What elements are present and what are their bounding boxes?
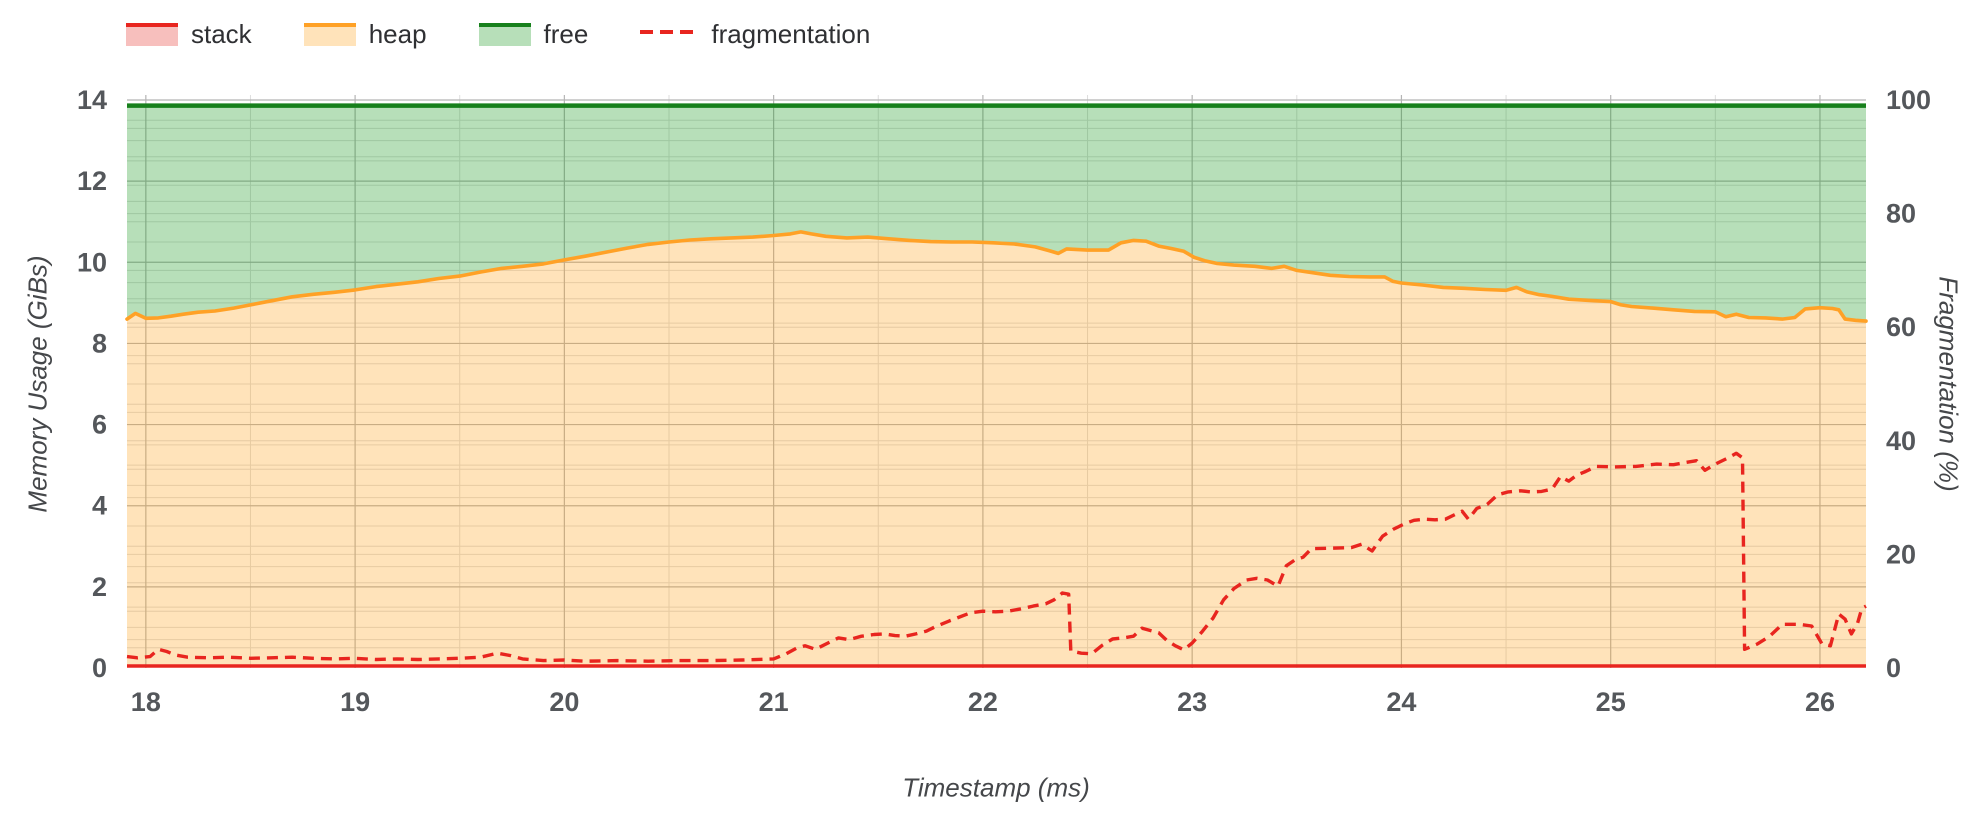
y-left-tick-label: 8 [92,328,107,358]
y-right-tick-label: 60 [1886,312,1916,342]
x-tick-label: 21 [759,687,789,717]
x-tick-label: 23 [1177,687,1207,717]
y-left-tick-label: 6 [92,410,107,440]
legend-label-free: free [543,19,589,49]
y-left-tick-label: 4 [92,491,107,521]
y-right-tick-label: 40 [1886,426,1916,456]
y-left-tick-label: 10 [77,247,107,277]
x-tick-label: 19 [340,687,370,717]
heap-swatch-icon [303,23,356,46]
x-tick-label: 22 [968,687,998,717]
heap-line [125,230,1868,323]
x-tick-label: 24 [1386,687,1416,717]
legend-label-heap: heap [368,19,427,49]
x-tick-label: 26 [1805,687,1835,717]
y-right-tick-label: 20 [1886,539,1916,569]
y-left-tick-label: 2 [92,572,107,602]
left-axis-title: Memory Usage (GiBs) [22,255,53,513]
fragmentation-line [126,451,1867,663]
legend-item-free: free [478,16,589,52]
y-right-tick-label: 80 [1886,199,1916,229]
legend-label-fragmentation: fragmentation [711,19,871,49]
heap-area [127,231,1866,666]
y-left-tick-label: 0 [92,653,107,683]
y-right-tick-label: 0 [1886,653,1901,683]
stack-swatch-icon [126,23,178,46]
legend-item-fragmentation: fragmentation [640,16,870,52]
free-area [127,105,1866,322]
y-left-tick-label: 14 [77,85,107,115]
legend-label-stack: stack [191,19,252,49]
x-axis-title: Timestamp (ms) [902,772,1090,803]
legend-item-heap: heap [303,16,427,52]
right-axis-title: Fragmentation (%) [1933,276,1964,492]
x-tick-label: 25 [1596,687,1626,717]
fragmentation-dashed-line-icon [640,30,699,34]
y-left-tick-label: 12 [77,166,107,196]
y-right-tick-label: 100 [1886,85,1931,115]
chart-legend: stack heap free fragmentation [126,16,870,52]
legend-item-stack: stack [126,16,252,52]
free-swatch-icon [478,23,531,46]
x-tick-label: 18 [131,687,161,717]
x-tick-label: 20 [549,687,579,717]
